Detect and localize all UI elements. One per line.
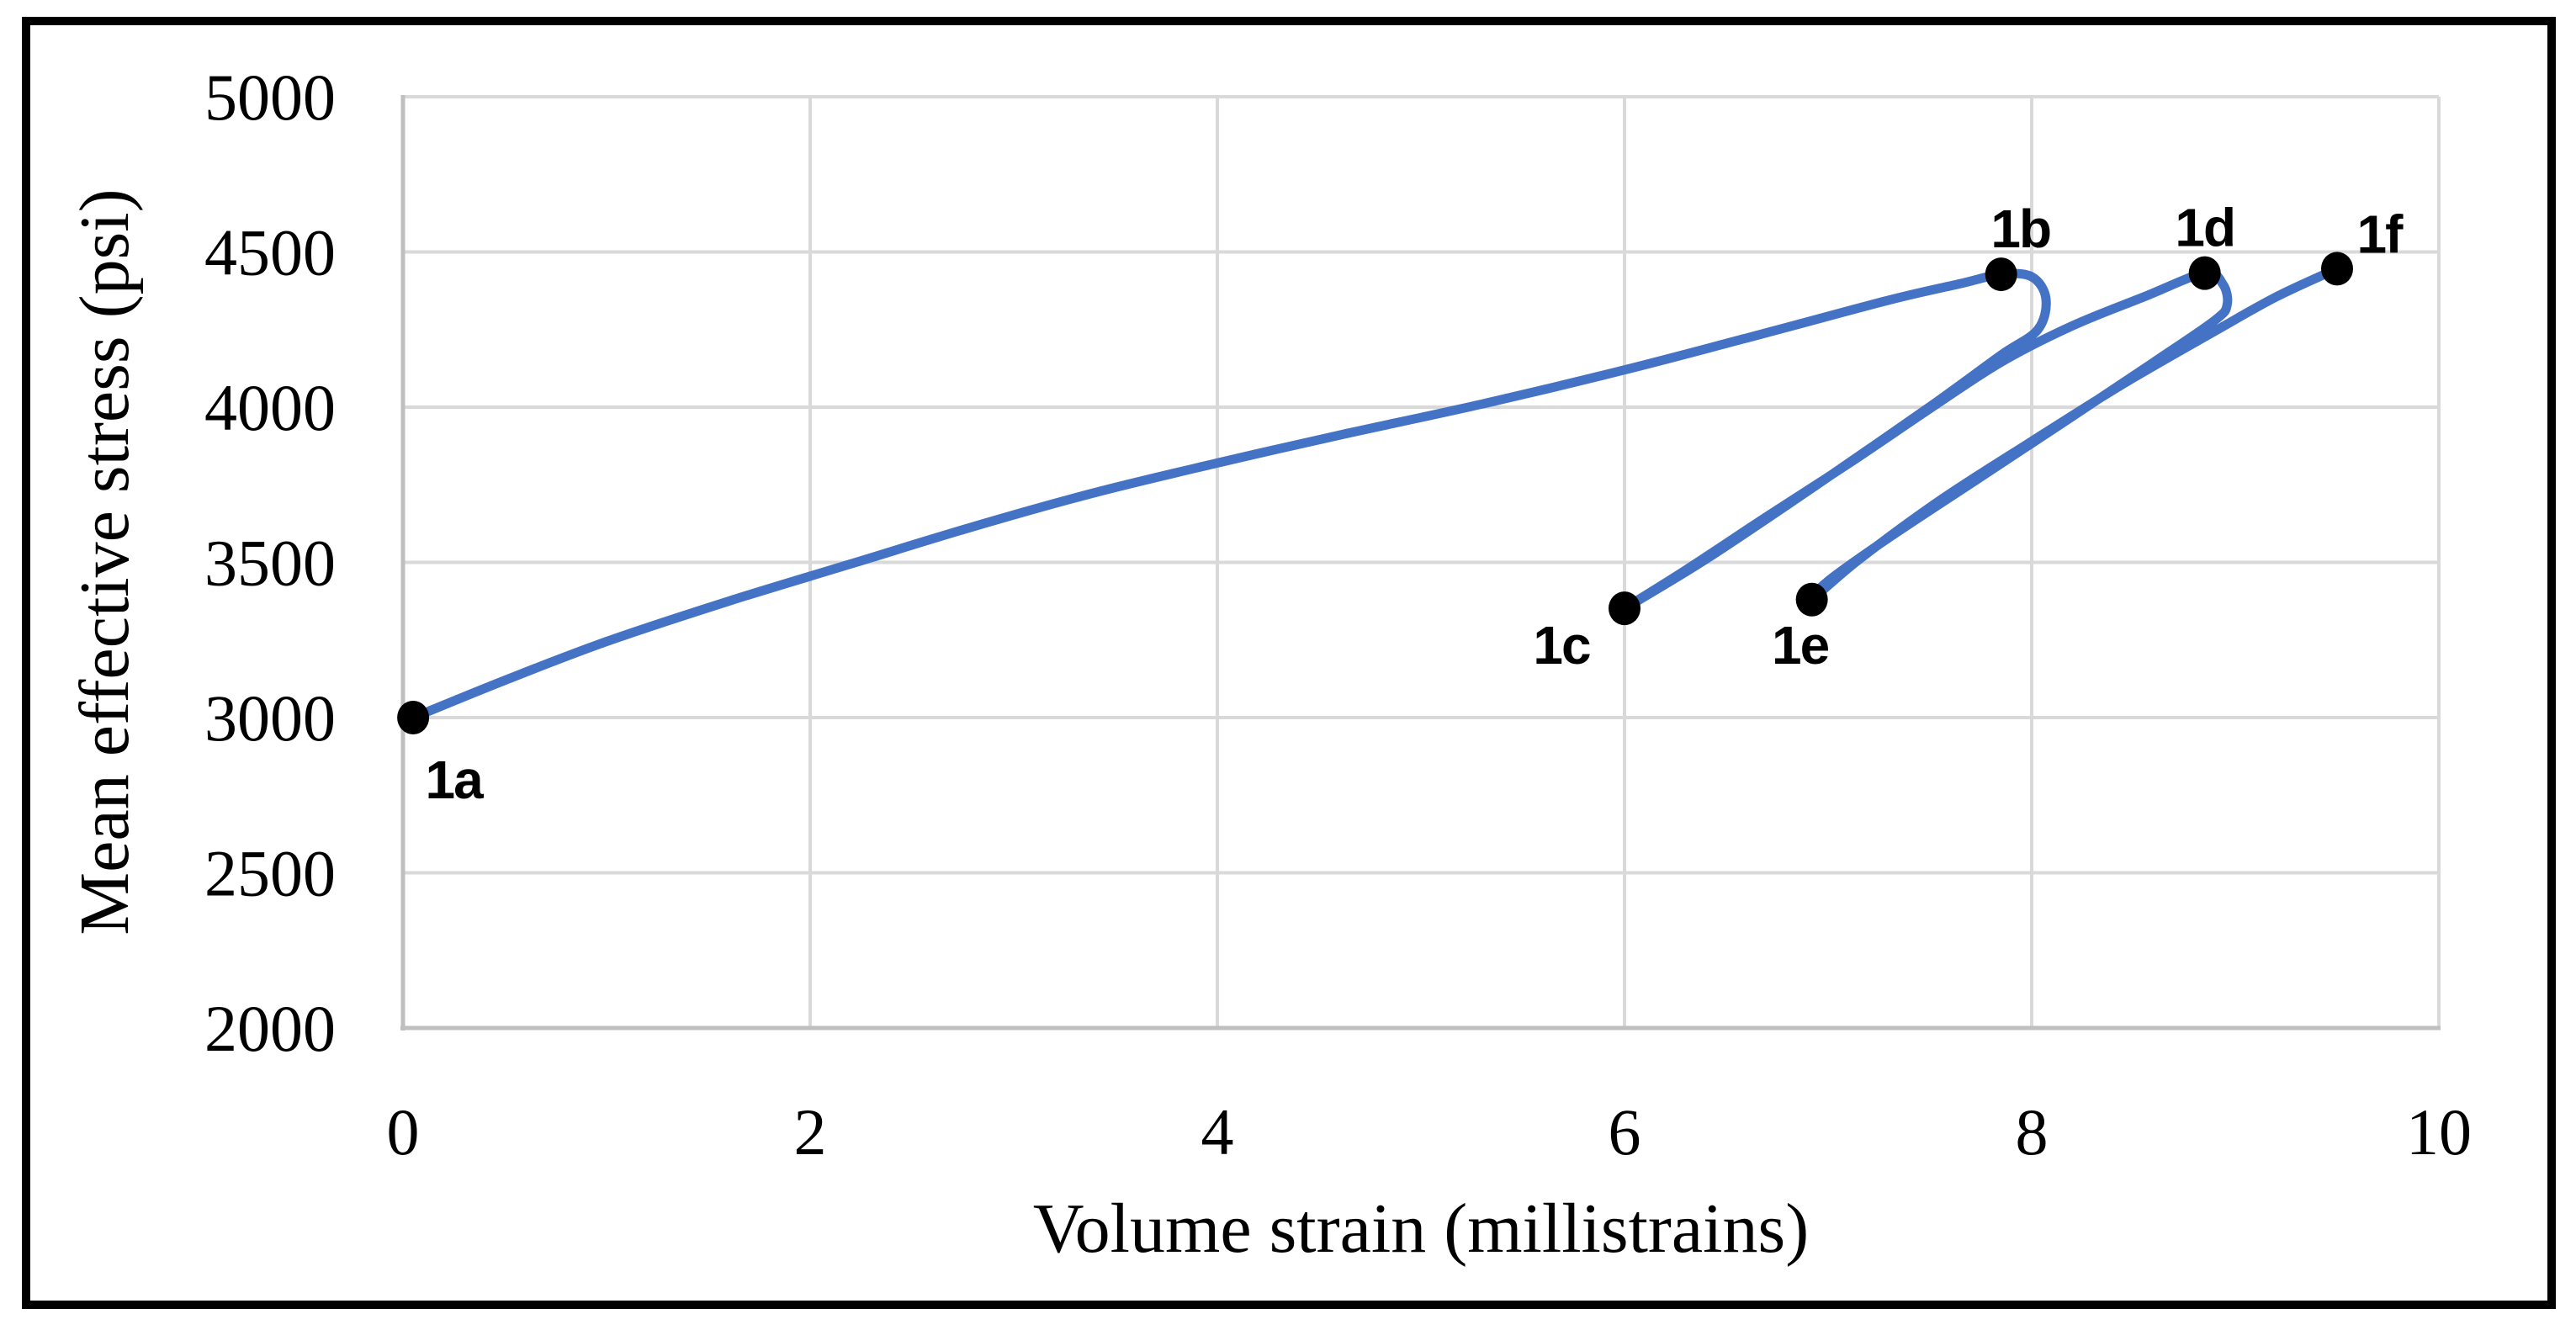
data-point-dot-1a bbox=[397, 701, 430, 734]
y-tick-label: 5000 bbox=[204, 61, 336, 134]
data-point-dot-1c bbox=[1609, 591, 1640, 626]
y-tick-label: 4500 bbox=[204, 216, 336, 289]
x-axis-title: Volume strain (millistrains) bbox=[1033, 1190, 1809, 1268]
y-tick-label: 3500 bbox=[204, 527, 336, 600]
y-tick-label: 2500 bbox=[204, 837, 336, 910]
x-tick-label: 2 bbox=[794, 1095, 827, 1168]
x-tick-label: 8 bbox=[2016, 1095, 2049, 1168]
tick-label-layer: 2000 2500 3000 3500 4000 4500 5000 0 2 4 6 8 10 bbox=[204, 61, 2472, 1168]
y-tick-label: 3000 bbox=[204, 681, 336, 755]
series-layer bbox=[408, 263, 2342, 723]
x-tick-label: 0 bbox=[387, 1095, 420, 1168]
gridline-layer bbox=[403, 95, 2441, 1028]
x-tick-label: 6 bbox=[1609, 1095, 1641, 1168]
data-point-dot-1d bbox=[2188, 256, 2221, 290]
outer-border-frame bbox=[22, 17, 2556, 1309]
data-point-dot-1b bbox=[1985, 257, 2017, 292]
data-point-label-1b: 1b bbox=[1990, 199, 2050, 259]
data-point-label-1e: 1e bbox=[1772, 615, 1829, 676]
data-point-label-1c: 1c bbox=[1533, 615, 1590, 676]
data-point-label-1a: 1a bbox=[426, 750, 485, 810]
data-point-label-1d: 1d bbox=[2175, 198, 2234, 258]
data-point-dot-1f bbox=[2321, 252, 2353, 286]
x-tick-label: 10 bbox=[2406, 1095, 2472, 1168]
marker-layer: 1a 1b 1c 1d 1e 1f bbox=[397, 198, 2405, 810]
y-tick-label: 2000 bbox=[204, 992, 336, 1065]
series-curve bbox=[408, 263, 2342, 723]
y-axis-title: Mean effective stress (psi) bbox=[66, 188, 144, 935]
y-tick-label: 4000 bbox=[204, 371, 336, 444]
axis-layer bbox=[400, 95, 2441, 1031]
data-point-label-1f: 1f bbox=[2357, 204, 2404, 264]
x-tick-label: 4 bbox=[1201, 1095, 1234, 1168]
data-point-dot-1e bbox=[1795, 582, 1828, 617]
